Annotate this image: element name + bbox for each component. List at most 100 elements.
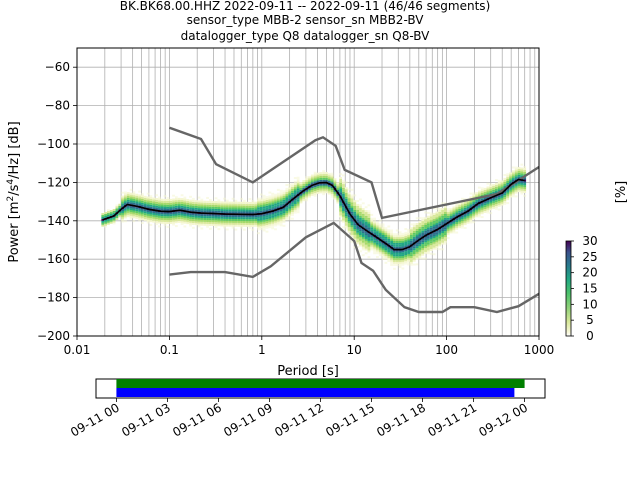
- heatmap-cell: [370, 236, 374, 239]
- heatmap-cell: [339, 190, 343, 193]
- heatmap-cell: [157, 206, 161, 209]
- heatmap-cell: [206, 225, 209, 228]
- heatmap-cell: [492, 185, 495, 188]
- heatmap-cell: [265, 217, 269, 220]
- heatmap-cell: [282, 211, 286, 214]
- heatmap-cell: [432, 241, 436, 244]
- heatmap-cell: [104, 221, 107, 224]
- heatmap-cell: [206, 208, 209, 211]
- heatmap-cell: [520, 192, 524, 195]
- heatmap-cell: [424, 238, 427, 241]
- heatmap-cell: [494, 182, 498, 185]
- heatmap-cell: [370, 219, 374, 222]
- heatmap-cell: [166, 202, 170, 205]
- heatmap-cell: [200, 217, 204, 220]
- heatmap-cell: [438, 219, 442, 222]
- heatmap-cell: [223, 220, 226, 223]
- x-tick-label: 1: [258, 343, 266, 357]
- heatmap-cell: [509, 176, 512, 179]
- heatmap-cell: [257, 222, 260, 225]
- heatmap-cell: [203, 219, 207, 222]
- heatmap-cell: [427, 221, 430, 224]
- heatmap-cell: [361, 208, 365, 211]
- heatmap-cell: [124, 212, 127, 215]
- heatmap-cell: [356, 234, 360, 237]
- heatmap-cell: [398, 242, 402, 245]
- heatmap-cell: [242, 224, 246, 227]
- heatmap-cell: [412, 236, 416, 239]
- colorbar-tick-label: 5: [586, 313, 594, 327]
- heatmap-cell: [443, 227, 447, 230]
- heatmap-cell: [384, 258, 388, 261]
- heatmap-cell: [511, 176, 515, 179]
- heatmap-cell: [395, 256, 399, 259]
- heatmap-cell: [177, 213, 181, 216]
- heatmap-cell: [446, 212, 450, 215]
- heatmap-cell: [143, 211, 147, 214]
- heatmap-cell: [410, 223, 413, 226]
- heatmap-cell: [203, 221, 207, 224]
- heatmap-cell: [367, 211, 371, 214]
- heatmap-cell: [361, 229, 365, 232]
- heatmap-cell: [121, 205, 124, 208]
- heatmap-cell: [361, 217, 365, 220]
- heatmap-cell: [395, 246, 399, 249]
- heatmap-cell: [228, 220, 232, 223]
- heatmap-cell: [438, 248, 442, 251]
- heatmap-cell: [271, 223, 275, 226]
- heatmap-cell: [398, 256, 402, 259]
- heatmap-cell: [225, 215, 229, 218]
- heatmap-cell: [370, 213, 374, 216]
- heatmap-cell: [520, 180, 524, 183]
- heatmap-cell: [200, 214, 204, 217]
- heatmap-cell: [486, 211, 490, 214]
- heatmap-cell: [477, 213, 481, 216]
- colorbar-tick-label: 30: [582, 234, 597, 248]
- heatmap-cell: [220, 222, 224, 225]
- heatmap-cell: [356, 213, 360, 216]
- heatmap-cell: [291, 186, 294, 189]
- heatmap-cell: [211, 202, 215, 205]
- heatmap-cell: [180, 219, 184, 222]
- heatmap-cell: [344, 189, 348, 192]
- heatmap-cell: [149, 218, 153, 221]
- heatmap-cell: [370, 242, 374, 245]
- heatmap-cell: [443, 213, 447, 216]
- heatmap-cell: [109, 221, 113, 224]
- heatmap-cell: [418, 253, 422, 256]
- heatmap-cell: [404, 243, 408, 246]
- heatmap-cell: [132, 216, 136, 219]
- heatmap-cell: [220, 203, 224, 206]
- heatmap-cell: [138, 204, 141, 207]
- heatmap-cell: [353, 238, 357, 241]
- heatmap-cell: [186, 214, 190, 217]
- heatmap-cell: [231, 226, 235, 229]
- heatmap-cell: [169, 214, 173, 217]
- heatmap-cell: [166, 204, 170, 207]
- heatmap-cell: [367, 246, 371, 249]
- heatmap-cell: [310, 191, 314, 194]
- heatmap-cell: [412, 234, 416, 237]
- heatmap-cell: [333, 193, 337, 196]
- heatmap-cell: [299, 185, 303, 188]
- heatmap-cell: [163, 200, 167, 203]
- heatmap-cell: [353, 215, 357, 218]
- heatmap-cell: [217, 214, 221, 217]
- heatmap-cell: [342, 180, 345, 183]
- heatmap-cell: [262, 225, 266, 228]
- heatmap-cell: [390, 248, 393, 251]
- heatmap-cell: [441, 242, 444, 245]
- heatmap-cell: [132, 212, 136, 215]
- heatmap-cell: [443, 217, 447, 220]
- heatmap-cell: [378, 236, 382, 239]
- heatmap-cell: [291, 202, 294, 205]
- heatmap-cell: [174, 205, 178, 208]
- heatmap-cell: [316, 172, 320, 175]
- heatmap-cell: [155, 198, 158, 201]
- heatmap-cell: [157, 198, 161, 201]
- heatmap-cell: [480, 216, 484, 219]
- heatmap-cell: [293, 200, 297, 203]
- heatmap-cell: [279, 218, 283, 221]
- heatmap-cell: [424, 251, 427, 254]
